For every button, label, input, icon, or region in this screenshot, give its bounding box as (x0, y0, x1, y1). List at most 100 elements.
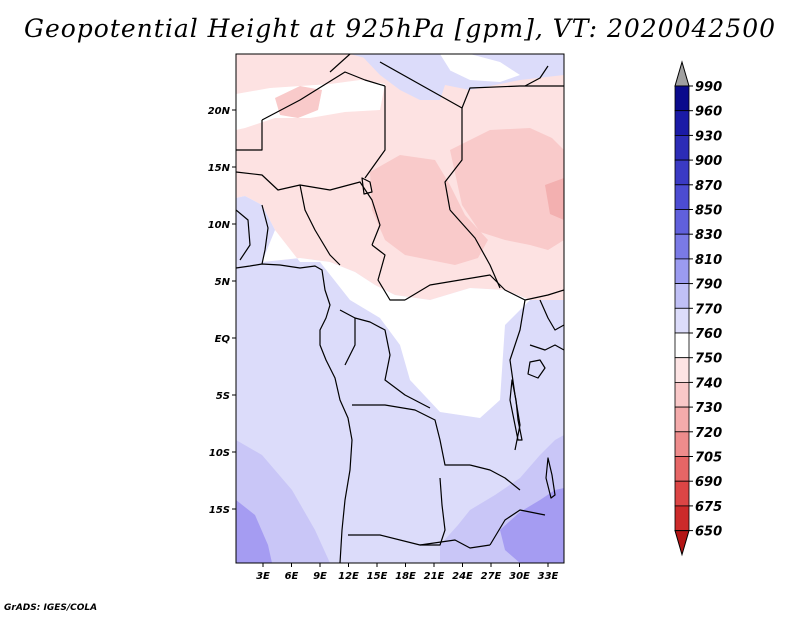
colorbar-segment (674, 307, 690, 334)
grads-credit: GrADS: IGES/COLA (4, 603, 98, 613)
border-central-1 (339, 309, 431, 409)
colorbar-label: 960 (695, 105, 722, 120)
border-north-6 (461, 85, 564, 109)
border-central-3 (509, 299, 526, 451)
border-south-2 (469, 464, 521, 491)
border-central-2 (344, 318, 356, 366)
lon-tick-label: 33E (538, 571, 559, 582)
colorbar-label: 690 (695, 475, 722, 490)
colorbar-label: 730 (695, 401, 722, 416)
lon-tick-label: 24E (452, 571, 473, 582)
border-north-4 (329, 54, 351, 73)
colorbar-top-arrow (674, 60, 690, 87)
colorbar-label: 750 (695, 352, 722, 367)
colorbar-label: 705 (695, 451, 722, 466)
lat-tick-label: 5N (215, 277, 231, 288)
colorbar-label: 930 (695, 129, 722, 144)
height-field (236, 54, 564, 563)
lat-tick-label: 10S (209, 448, 230, 459)
lat-tick-label: EQ (215, 334, 231, 345)
lake-malawi (545, 457, 556, 499)
lake-victoria (527, 359, 546, 379)
colorbar-label: 720 (695, 426, 722, 441)
colorbar-label: 870 (695, 179, 722, 194)
colorbar-label: 900 (695, 154, 722, 169)
border-sahel-1 (236, 171, 381, 246)
border-west-2 (236, 209, 251, 261)
lon-tick-label: 27E (481, 571, 502, 582)
lake-tanganyika (509, 379, 523, 441)
border-west-1 (261, 204, 269, 265)
lon-tick-label: 18E (395, 571, 416, 582)
border-south-5 (489, 509, 546, 546)
lake-chad (361, 177, 373, 195)
lat-tick-label: 20N (208, 106, 231, 117)
field-deep-blue-sw (236, 500, 272, 563)
border-south-1 (352, 404, 470, 466)
colorbar-label: 770 (695, 302, 722, 317)
lon-tick-label: 3E (256, 571, 270, 582)
border-east-1 (529, 344, 564, 351)
border-north-5 (379, 61, 463, 211)
colorbar-segment (674, 431, 690, 457)
colorbar-segment (674, 233, 690, 260)
lat-tick-label: 10N (208, 220, 231, 231)
map-frame (235, 53, 565, 564)
lat-tick-label: 5S (216, 391, 230, 402)
colorbar-segment (674, 332, 690, 359)
colorbar-bottom-arrow (674, 530, 690, 557)
lon-tick-label: 15E (367, 571, 388, 582)
field-pink-central (370, 155, 488, 265)
colorbar-label: 810 (695, 253, 722, 268)
field-white-north (440, 54, 520, 82)
colorbar-label: 760 (695, 327, 722, 342)
colorbar-segment (674, 258, 690, 284)
colorbar-segment (674, 357, 690, 383)
field-white-band (236, 196, 530, 418)
colorbar-segment (674, 406, 690, 433)
border-north-2 (236, 120, 263, 151)
border-sahel-3 (371, 244, 405, 301)
latitude-axis: 20N 15N 10N 5N EQ 5S 10S 15S (208, 106, 236, 516)
lon-tick-label: 6E (285, 571, 299, 582)
coastline (236, 263, 353, 563)
border-south-4 (348, 534, 491, 549)
colorbar-segment (674, 134, 690, 161)
colorbar-label: 990 (695, 80, 722, 95)
border-east-2 (539, 299, 564, 331)
lat-tick-label: 15N (208, 163, 231, 174)
lon-tick-label: 9E (313, 571, 327, 582)
lon-tick-label: 30E (509, 571, 530, 582)
longitude-axis: 3E 6E 9E 12E 15E 18E 21E 24E 27E 30E 33E (256, 563, 559, 582)
colorbar-label: 850 (695, 204, 722, 219)
border-north-3 (364, 86, 386, 179)
colorbar-label: 740 (695, 376, 722, 391)
border-north-1 (261, 71, 386, 121)
colorbar-label: 830 (695, 228, 722, 243)
colorbar-segment (674, 283, 690, 309)
border-west-3 (299, 184, 341, 266)
colorbar-segment (674, 381, 690, 408)
border-sahel-2 (449, 209, 501, 289)
colorbar-label: 675 (695, 500, 722, 515)
field-deep-blue-se (500, 488, 564, 563)
field-pink-deep-east (545, 178, 564, 220)
colorbar-segment (674, 209, 690, 235)
lon-tick-label: 21E (424, 571, 445, 582)
border-sahel-4 (404, 274, 564, 301)
colorbar-segment (674, 480, 690, 507)
lon-tick-label: 12E (338, 571, 359, 582)
country-borders (236, 54, 564, 563)
colorbar: 990 960 930 900 870 850 830 810 790 770 760 750 740 7… (674, 60, 722, 557)
colorbar-label: 650 (695, 525, 722, 540)
border-south-3 (420, 477, 446, 546)
colorbar-label: 790 (695, 278, 722, 293)
colorbar-segment (674, 85, 690, 112)
red-sea-coast (524, 65, 549, 87)
lat-tick-label: 15S (209, 505, 230, 516)
map-title: Geopotential Height at 925hPa [gpm], VT:… (23, 14, 777, 43)
colorbar-segment (674, 184, 690, 210)
field-pink-east (450, 128, 564, 250)
colorbar-segment (674, 159, 690, 186)
